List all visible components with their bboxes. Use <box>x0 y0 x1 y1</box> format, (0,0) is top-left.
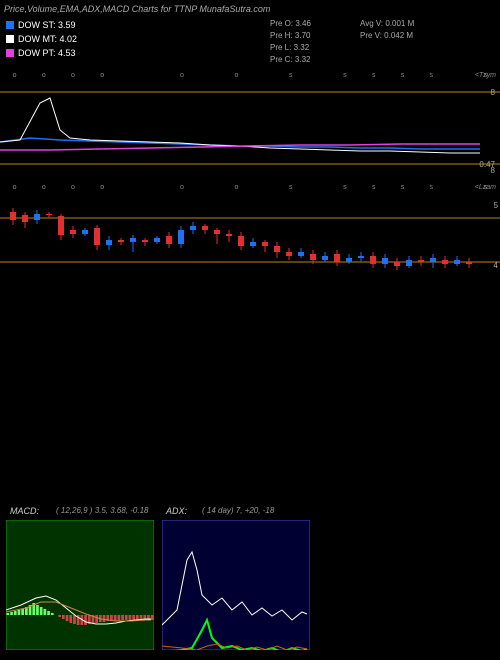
candle-panel: 54 <box>0 200 500 290</box>
adx-chart <box>162 520 310 650</box>
info-row: Pre L: 3.32 <box>270 42 311 54</box>
adx-box: ADX: ( 14 day) 7, +20, -18 <box>162 504 310 652</box>
legend-text: DOW PT: 4.53 <box>18 46 76 60</box>
legend-swatch <box>6 49 14 57</box>
legend-row: DOW PT: 4.53 <box>6 46 77 60</box>
page-title: Price,Volume,EMA,ADX,MACD Charts for TTN… <box>4 4 270 14</box>
tzym-label: <Tzym <box>475 72 496 79</box>
macd-chart <box>6 520 154 650</box>
macd-box: MACD: ( 12,26,9 ) 3.5, 3.68, -0.18 <box>6 504 154 652</box>
info-row: Pre C: 3.32 <box>270 54 311 66</box>
ohlc-info: Pre O: 3.46Pre H: 3.70Pre L: 3.32Pre C: … <box>270 18 311 66</box>
ema-panel: 80.478 <box>0 88 500 180</box>
svg-text:5: 5 <box>494 201 499 210</box>
svg-text:8: 8 <box>491 166 496 175</box>
legend-swatch <box>6 35 14 43</box>
legend: DOW ST: 3.59DOW MT: 4.02DOW PT: 4.53 <box>6 18 77 60</box>
legend-row: DOW MT: 4.02 <box>6 32 77 46</box>
legend-swatch <box>6 21 14 29</box>
adx-params: ( 14 day) 7, +20, -18 <box>202 506 274 515</box>
legend-text: DOW ST: 3.59 <box>18 18 76 32</box>
legend-row: DOW ST: 3.59 <box>6 18 77 32</box>
lzam-label: <Lzam <box>475 184 496 191</box>
macd-params: ( 12,26,9 ) 3.5, 3.68, -0.18 <box>56 506 149 515</box>
volume-info: Avg V: 0.001 MPre V: 0.042 M <box>360 18 414 42</box>
macd-title: MACD: <box>10 506 39 516</box>
tick-row-1: oooooossssss <box>0 72 500 82</box>
svg-text:8: 8 <box>491 88 496 97</box>
tick-row-2: oooooossssss <box>0 184 500 194</box>
svg-text:4: 4 <box>494 261 499 270</box>
info-row: Pre V: 0.042 M <box>360 30 414 42</box>
info-row: Avg V: 0.001 M <box>360 18 414 30</box>
info-row: Pre H: 3.70 <box>270 30 311 42</box>
legend-text: DOW MT: 4.02 <box>18 32 77 46</box>
adx-title: ADX: <box>166 506 187 516</box>
info-row: Pre O: 3.46 <box>270 18 311 30</box>
